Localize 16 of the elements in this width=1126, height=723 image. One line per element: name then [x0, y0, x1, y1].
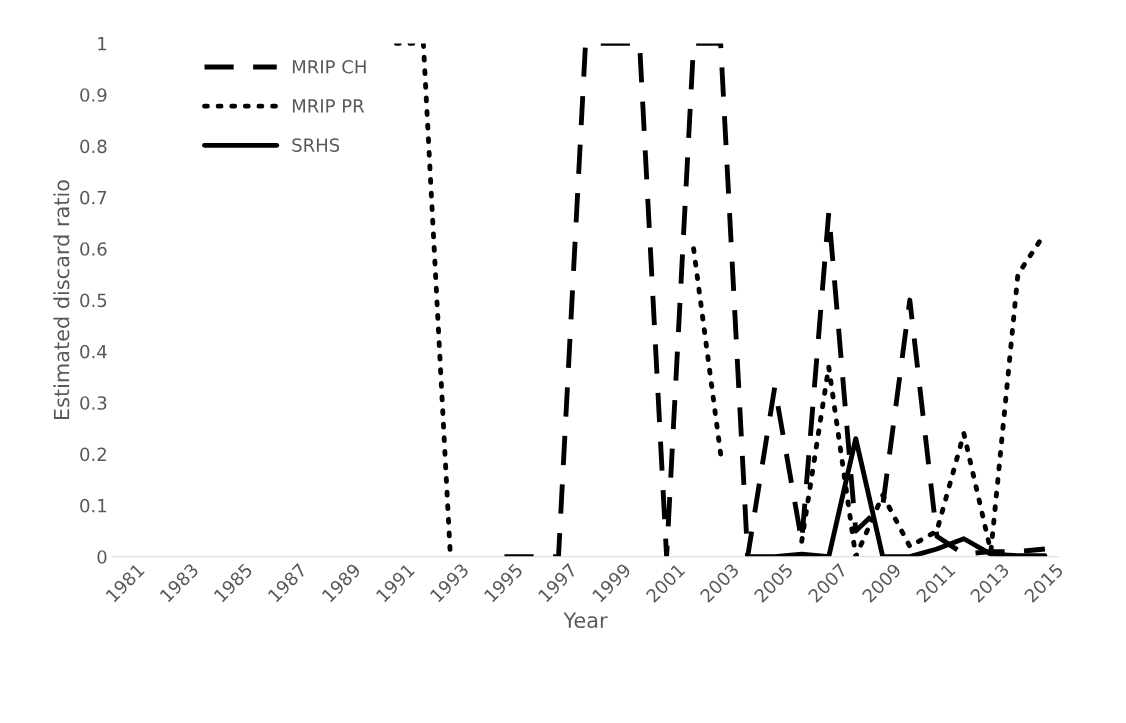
legend-label: SRHS	[292, 138, 340, 152]
y-axis-title: Estimated discard ratio	[53, 180, 70, 420]
y-tick-label: 0.1	[80, 498, 107, 513]
y-tick-label: 0.6	[80, 242, 107, 256]
y-tick-label: 0.7	[80, 190, 107, 205]
x-axis-title: Year	[563, 612, 608, 629]
y-tick-label: 0.8	[80, 139, 107, 154]
y-tick-label: 0.5	[80, 293, 107, 308]
y-tick-label: 0.3	[80, 396, 107, 410]
legend-label: MRIP CH	[292, 59, 366, 74]
y-tick-label: 0.2	[80, 447, 106, 462]
y-tick-label: 0.9	[80, 88, 107, 102]
y-tick-label: 0	[97, 550, 107, 564]
legend-label: MRIP PR	[292, 99, 365, 113]
y-tick-label: 1	[98, 37, 107, 51]
y-tick-label: 0.4	[80, 344, 107, 359]
